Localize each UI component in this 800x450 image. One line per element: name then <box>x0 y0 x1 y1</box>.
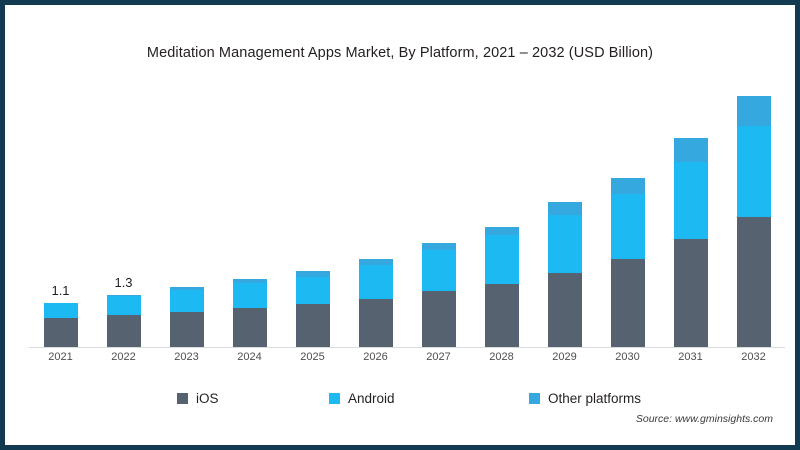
bar-segment-android-2022[interactable] <box>106 296 141 315</box>
x-tick-2023: 2023 <box>174 351 199 363</box>
bar-segment-ios-2023[interactable] <box>169 311 204 347</box>
source-attribution: Source: www.gminsights.com <box>635 413 773 425</box>
bar-segment-other-2029[interactable] <box>547 202 582 215</box>
x-tick-2027: 2027 <box>426 351 451 363</box>
bar-segment-other-2024[interactable] <box>232 278 267 283</box>
bar-2023[interactable] <box>169 286 204 347</box>
bar-2030[interactable] <box>610 178 645 347</box>
bar-segment-other-2023[interactable] <box>169 286 204 290</box>
x-tick-2030: 2030 <box>615 351 640 363</box>
x-tick-2026: 2026 <box>363 351 388 363</box>
plot-area: 1.1 1.3 <box>29 82 785 347</box>
bar-value-label-2021: 1.1 <box>51 282 70 298</box>
x-tick-2028: 2028 <box>489 351 514 363</box>
x-tick-2032: 2032 <box>741 351 766 363</box>
bar-2027[interactable] <box>421 242 456 347</box>
bar-segment-ios-2030[interactable] <box>610 258 645 347</box>
bar-2024[interactable] <box>232 278 267 347</box>
bar-2029[interactable] <box>547 202 582 347</box>
bar-segment-other-2028[interactable] <box>484 226 519 236</box>
bar-segment-android-2021[interactable] <box>43 302 78 319</box>
bar-segment-android-2031[interactable] <box>673 161 708 239</box>
bar-segment-ios-2031[interactable] <box>673 238 708 347</box>
legend-swatch-ios <box>177 393 188 404</box>
chart-title: Meditation Management Apps Market, By Pl… <box>146 45 654 61</box>
bar-segment-ios-2024[interactable] <box>232 308 267 347</box>
bar-segment-android-2026[interactable] <box>358 265 393 299</box>
x-tick-2021: 2021 <box>48 351 73 363</box>
chart-legend: iOS Android Other platforms <box>29 391 785 413</box>
legend-swatch-other <box>529 393 540 404</box>
bar-segment-android-2032[interactable] <box>736 126 771 217</box>
x-tick-2024: 2024 <box>237 351 262 363</box>
legend-swatch-android <box>329 393 340 404</box>
bar-segment-android-2030[interactable] <box>610 194 645 259</box>
bar-2026[interactable] <box>358 258 393 347</box>
bar-2025[interactable] <box>295 270 330 347</box>
bar-segment-ios-2027[interactable] <box>421 290 456 347</box>
bar-2032[interactable] <box>736 96 771 347</box>
bar-segment-android-2023[interactable] <box>169 290 204 312</box>
bar-2031[interactable] <box>673 138 708 347</box>
bar-value-label-2022: 1.3 <box>114 274 133 290</box>
bar-segment-ios-2021[interactable] <box>43 318 78 347</box>
bar-segment-other-2022[interactable] <box>106 294 141 297</box>
bar-segment-other-2026[interactable] <box>358 258 393 266</box>
bar-segment-ios-2029[interactable] <box>547 272 582 347</box>
bar-segment-other-2032[interactable] <box>736 96 771 127</box>
bar-segment-other-2027[interactable] <box>421 242 456 250</box>
legend-label-android: Android <box>348 391 395 406</box>
bar-segment-android-2027[interactable] <box>421 249 456 291</box>
legend-label-ios: iOS <box>196 391 219 406</box>
bar-segment-other-2031[interactable] <box>673 138 708 162</box>
bar-segment-android-2024[interactable] <box>232 282 267 309</box>
x-tick-2022: 2022 <box>111 351 136 363</box>
legend-item-android[interactable]: Android <box>329 391 395 406</box>
bar-2021[interactable]: 1.1 <box>43 283 78 347</box>
bar-2022[interactable]: 1.3 <box>106 275 141 347</box>
bar-segment-android-2029[interactable] <box>547 214 582 273</box>
x-tick-2029: 2029 <box>552 351 577 363</box>
bar-segment-ios-2026[interactable] <box>358 298 393 347</box>
x-tick-2031: 2031 <box>678 351 703 363</box>
bar-segment-ios-2022[interactable] <box>106 314 141 347</box>
legend-label-other: Other platforms <box>548 391 642 406</box>
bar-2028[interactable] <box>484 226 519 347</box>
legend-item-ios[interactable]: iOS <box>177 391 219 406</box>
bar-segment-ios-2025[interactable] <box>295 304 330 347</box>
bar-segment-android-2025[interactable] <box>295 276 330 305</box>
legend-item-other[interactable]: Other platforms <box>529 391 641 406</box>
bar-segment-other-2025[interactable] <box>295 270 330 277</box>
x-axis-tick-labels: 2021 2022 2023 2024 2025 2026 2027 2028 2029 2030… <box>29 351 785 371</box>
x-tick-2025: 2025 <box>300 351 325 363</box>
x-axis-line <box>29 347 785 348</box>
bar-segment-android-2028[interactable] <box>484 235 519 284</box>
bar-segment-ios-2028[interactable] <box>484 283 519 347</box>
chart-canvas: Meditation Management Apps Market, By Pl… <box>5 5 795 445</box>
bar-segment-ios-2032[interactable] <box>736 216 771 347</box>
bar-segment-other-2030[interactable] <box>610 178 645 195</box>
